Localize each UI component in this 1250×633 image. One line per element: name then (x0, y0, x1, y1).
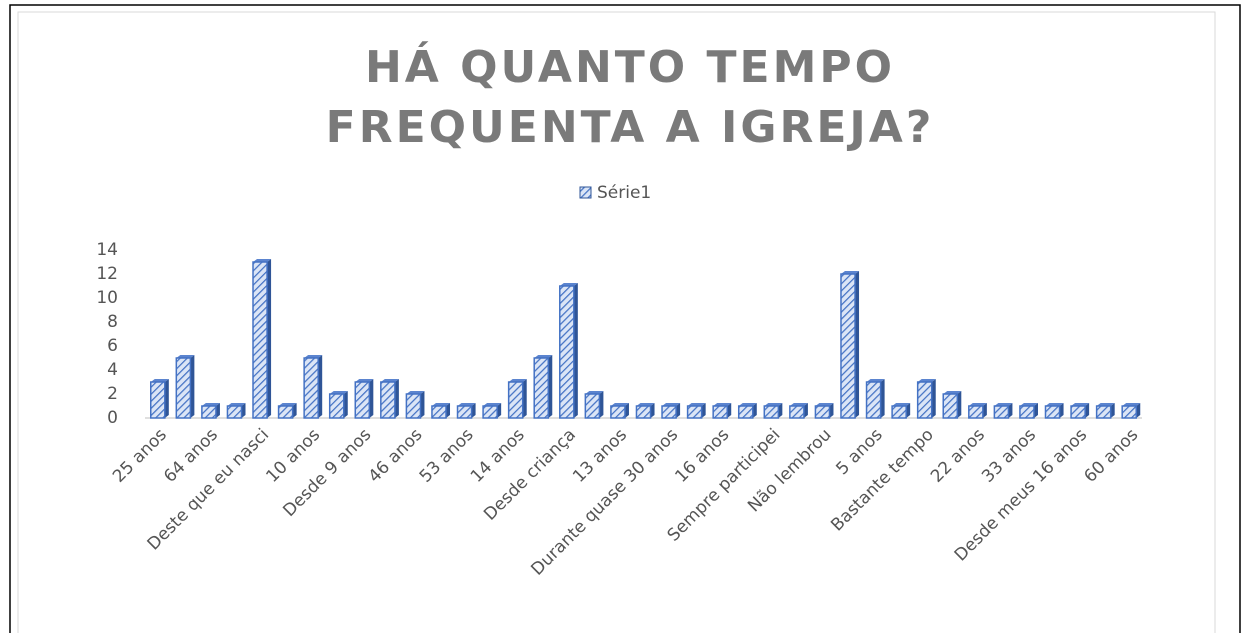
bar (328, 391, 348, 419)
bar (993, 403, 1013, 419)
bar (405, 391, 425, 419)
y-tick-label: 6 (107, 336, 118, 356)
bar (559, 283, 578, 419)
chart-border (17, 11, 1216, 633)
y-tick-label: 8 (107, 312, 118, 332)
bar (916, 379, 936, 419)
bar (277, 403, 297, 419)
bar (1070, 403, 1090, 419)
bar (354, 379, 374, 419)
bar (175, 355, 195, 419)
bar (226, 403, 246, 419)
bar (456, 403, 476, 419)
y-tick-label: 12 (96, 264, 118, 284)
y-tick-label: 4 (107, 360, 118, 380)
bar (303, 355, 323, 419)
bar (968, 403, 987, 419)
bar (252, 259, 272, 419)
bar (942, 391, 962, 419)
chart-title: HÁ QUANTO TEMPO FREQUENTA A IGREJA? (325, 42, 935, 153)
bar (686, 403, 706, 419)
bar (1095, 403, 1115, 419)
bar (507, 379, 527, 419)
page-border (9, 4, 1241, 633)
x-tick-label: 53 anos (416, 425, 478, 487)
x-tick-label: Desde 9 anos (279, 425, 375, 521)
bar (891, 403, 911, 419)
bar (814, 403, 834, 419)
bar (150, 379, 169, 419)
bar (712, 403, 732, 419)
y-tick-label: 2 (107, 384, 118, 404)
bar (201, 403, 220, 419)
bar (380, 379, 399, 419)
y-tick-label: 10 (96, 288, 118, 308)
legend-label: Série1 (597, 183, 651, 203)
bar (1121, 403, 1141, 419)
y-tick-label: 0 (107, 408, 118, 428)
x-tick-label: 25 anos (109, 425, 171, 487)
bar (789, 403, 808, 419)
bar (610, 403, 629, 419)
x-tick-label: Desde criança (480, 425, 580, 525)
bar (840, 271, 860, 419)
bar (661, 403, 681, 419)
legend-swatch (579, 186, 592, 199)
bar (431, 403, 451, 419)
bar (763, 403, 783, 419)
bar (865, 379, 885, 419)
bar (584, 391, 604, 419)
x-tick-label: 60 anos (1080, 425, 1142, 487)
bar (1019, 403, 1038, 419)
y-tick-label: 14 (96, 240, 118, 260)
bar (1044, 403, 1064, 419)
bar (482, 403, 502, 419)
x-tick-label: 46 anos (365, 425, 427, 487)
x-tick-label: 22 anos (927, 425, 989, 487)
bar (533, 355, 553, 419)
bar (737, 403, 757, 419)
bar (635, 403, 655, 419)
